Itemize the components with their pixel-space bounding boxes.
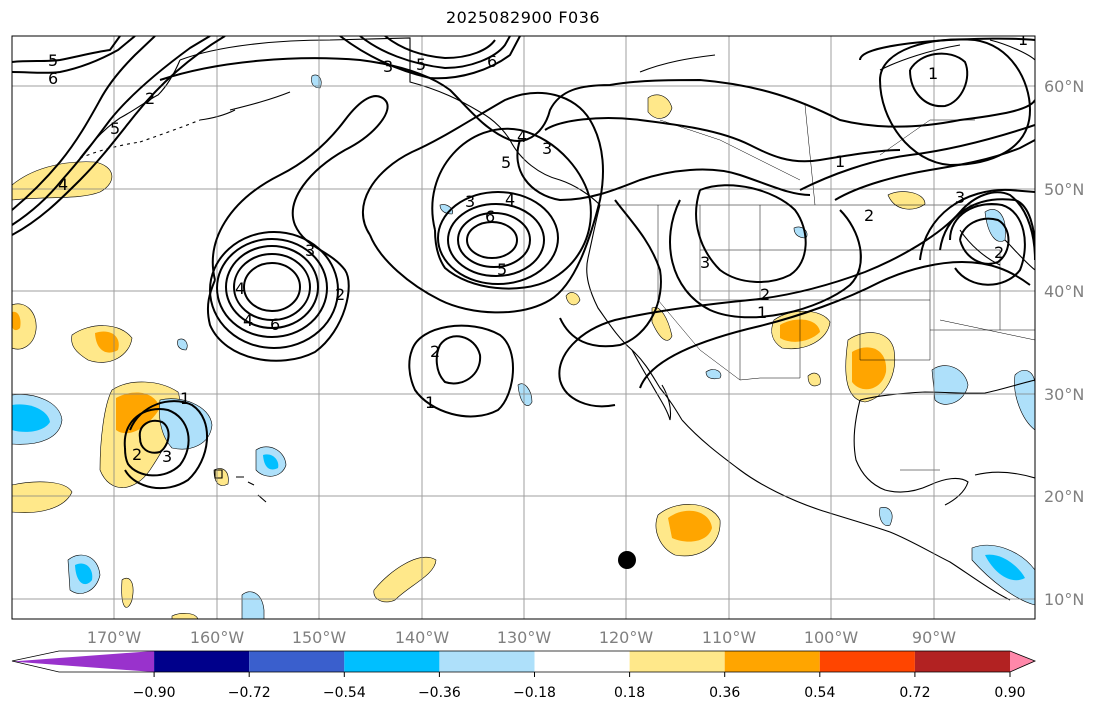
contour-label: 3	[700, 253, 710, 272]
contour-label: 4	[235, 279, 245, 298]
lon-label: 130°W	[497, 628, 552, 647]
lon-label: 140°W	[395, 628, 450, 647]
colorbar-outline	[11, 650, 1037, 673]
shade-neg-misc3	[177, 338, 188, 351]
lat-label: 20°N	[1044, 487, 1084, 506]
shade-neg-misc2	[879, 507, 893, 526]
shade-neg-misc1	[705, 369, 722, 380]
contour-label: 4	[517, 127, 527, 146]
contour-label: 3	[162, 447, 172, 466]
contour-label: 5	[110, 119, 120, 138]
contour-label: 3	[305, 241, 315, 260]
contour-label: 5	[501, 153, 511, 172]
shade-pos-sw	[373, 557, 437, 603]
lon-label: 120°W	[599, 628, 654, 647]
contour-label: 1	[835, 152, 845, 171]
shade-neg-east	[1014, 370, 1035, 431]
contour-label: 4	[505, 190, 515, 209]
lat-label: 40°N	[1044, 282, 1084, 301]
colorbar-tick-label: 0.90	[994, 685, 1025, 701]
contour-label: 3	[955, 188, 965, 207]
colorbar-tick-label: −0.90	[133, 685, 176, 701]
shade-pos-smallA	[807, 372, 821, 387]
lon-label: 110°W	[702, 628, 757, 647]
contour-label: 1	[425, 393, 435, 412]
colorbar-cell	[724, 651, 820, 672]
colorbar: −0.90 −0.72 −0.54 −0.36 −0.18 0.18 0.36 0.54 0.7…	[11, 650, 1037, 701]
shade-pos-smallB	[213, 468, 229, 486]
longitude-labels: 170°W 160°W 150°W 140°W 130°W 120°W 110°…	[87, 628, 956, 647]
contour-label: 2	[864, 206, 874, 225]
colorbar-tick-label: 0.18	[614, 685, 645, 701]
lon-label: 150°W	[292, 628, 347, 647]
colorbar-tick-label: 0.72	[899, 685, 930, 701]
shade-neg-gulf	[931, 365, 969, 405]
map-frame	[11, 35, 1036, 620]
contour-label: 1	[1018, 30, 1028, 49]
contour-label: 2	[145, 89, 155, 108]
colorbar-cell	[1010, 651, 1035, 672]
contour-label: 2	[430, 342, 440, 361]
colorbar-tick-label: −0.54	[323, 685, 366, 701]
storm-position-marker	[618, 551, 636, 569]
contour-label: 1	[928, 64, 938, 83]
contour-lines	[12, 36, 1035, 490]
colorbar-tick-label: −0.18	[513, 685, 556, 701]
colorbar-cell	[12, 651, 155, 672]
shade-pos-nca	[565, 292, 581, 306]
shaded-anomalies	[12, 74, 1035, 619]
lon-label: 170°W	[87, 628, 142, 647]
colorbar-cell	[534, 651, 630, 672]
contour-labels: 5 6 2 5 4 3 6 5 6 4 3 4 5 6 3 4 5 4 3 2 …	[48, 30, 1028, 466]
lat-label: 60°N	[1044, 77, 1084, 96]
colorbar-cell	[439, 651, 535, 672]
latitude-labels: 60°N 50°N 40°N 30°N 20°N 10°N	[1044, 77, 1084, 609]
lat-label: 50°N	[1044, 180, 1084, 199]
lon-label: 90°W	[912, 628, 956, 647]
contour-label: 5	[497, 260, 507, 279]
map-title: 2025082900 F036	[445, 8, 601, 27]
contour-label: 2	[994, 243, 1004, 262]
contour-label: 4	[243, 311, 253, 330]
shade-pos-smallC	[121, 577, 134, 608]
contour-label: 4	[58, 175, 68, 194]
shade-pos-ca	[651, 307, 673, 341]
colorbar-cell	[914, 651, 1010, 672]
map-panel: 5 6 2 5 4 3 6 5 6 4 3 4 5 6 3 4 5 4 3 2 …	[12, 30, 1035, 619]
shade-pos-yukon	[647, 94, 673, 119]
colorbar-cell	[344, 651, 440, 672]
contour-label: 2	[132, 445, 142, 464]
contour-label: 5	[416, 55, 426, 74]
colorbar-tick-label: −0.36	[418, 685, 461, 701]
colorbar-tick-label: 0.54	[804, 685, 835, 701]
contour-label: 3	[542, 139, 552, 158]
lon-label: 160°W	[190, 628, 245, 647]
shade-pos-w3	[12, 481, 73, 513]
colorbar-cell	[819, 651, 915, 672]
contour-label: 3	[383, 57, 393, 76]
colorbar-cell	[629, 651, 725, 672]
contour-label: 6	[48, 69, 58, 88]
contour-label: 6	[270, 315, 280, 334]
shade-pos-smallD	[171, 613, 199, 619]
contour-label: 3	[465, 192, 475, 211]
colorbar-tick-label: 0.36	[709, 685, 740, 701]
contour-label: 2	[760, 285, 770, 304]
lat-label: 30°N	[1044, 385, 1084, 404]
contour-label: 6	[485, 207, 495, 226]
contour-label: 6	[487, 52, 497, 71]
graticule	[12, 36, 1035, 619]
colorbar-cell	[249, 651, 345, 672]
contour-label: 1	[180, 389, 190, 408]
contour-label: 2	[335, 285, 345, 304]
colorbar-tick-label: −0.72	[228, 685, 271, 701]
contour-label: 5	[48, 51, 58, 70]
lon-label: 100°W	[804, 628, 859, 647]
lat-label: 10°N	[1044, 590, 1084, 609]
contour-label: 1	[757, 303, 767, 322]
colorbar-cell	[154, 651, 250, 672]
